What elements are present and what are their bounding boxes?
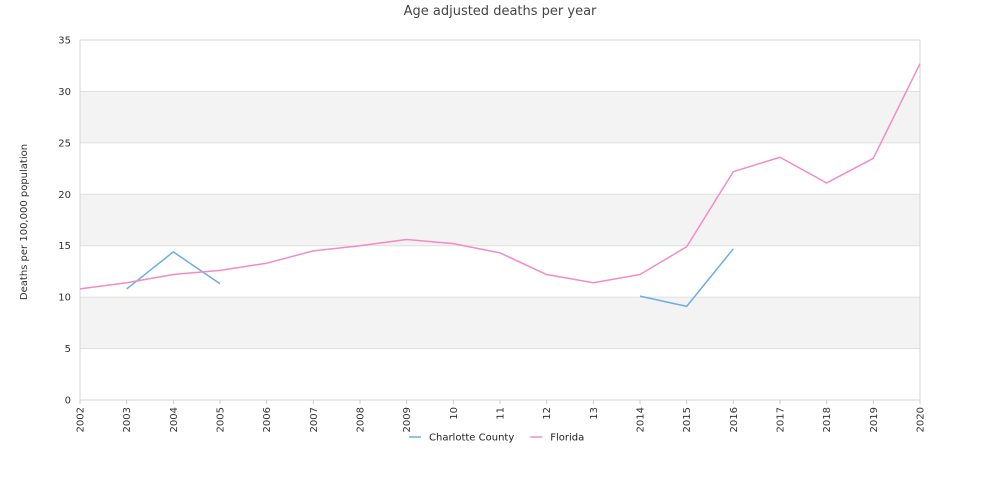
x-tick-label: 11 xyxy=(496,407,507,420)
y-tick-label: 5 xyxy=(65,344,71,355)
legend-item-charlotte-county[interactable]: Charlotte County xyxy=(409,433,514,444)
x-tick-label: 2018 xyxy=(822,407,833,432)
x-axis-ticks: 2002 2003 2004 2005 2006 2007 2008 2009 10 11 12 13… xyxy=(76,400,927,432)
x-tick-label: 2016 xyxy=(729,407,740,432)
x-tick-label: 10 xyxy=(449,407,460,420)
x-tick-label: 2005 xyxy=(216,407,227,432)
gridlines xyxy=(80,39,920,401)
x-tick-label: 2004 xyxy=(169,407,180,432)
x-tick-label: 2015 xyxy=(682,407,693,432)
y-axis-ticks: 0 5 10 15 20 25 30 35 xyxy=(58,36,71,407)
background-band xyxy=(80,91,920,143)
legend-label: Charlotte County xyxy=(429,433,514,444)
x-tick-label: 2002 xyxy=(76,407,87,432)
y-tick-label: 0 xyxy=(65,396,71,407)
legend-item-florida[interactable]: Florida xyxy=(530,433,584,444)
y-tick-label: 25 xyxy=(58,138,71,149)
background-bands xyxy=(80,91,920,349)
x-tick-label: 2017 xyxy=(776,407,787,432)
y-tick-label: 30 xyxy=(58,87,71,98)
y-tick-label: 10 xyxy=(58,293,71,304)
y-tick-label: 35 xyxy=(58,36,71,47)
x-tick-label: 12 xyxy=(542,407,553,420)
x-tick-label: 2009 xyxy=(402,407,413,432)
x-tick-label: 2007 xyxy=(309,407,320,432)
background-band xyxy=(80,194,920,246)
series-line-charlotte-county xyxy=(126,251,221,290)
y-tick-label: 15 xyxy=(58,241,71,252)
legend[interactable]: Charlotte County Florida xyxy=(409,433,584,444)
chart-title: Age adjusted deaths per year xyxy=(404,4,597,19)
series-line-charlotte-county xyxy=(639,248,734,308)
y-axis-label: Deaths per 100,000 population xyxy=(19,144,30,300)
x-tick-label: 2020 xyxy=(916,407,927,432)
legend-label: Florida xyxy=(550,433,584,444)
x-tick-label: 13 xyxy=(589,407,600,420)
y-tick-label: 20 xyxy=(58,190,71,201)
x-tick-label: 2006 xyxy=(262,407,273,432)
x-tick-label: 2014 xyxy=(636,407,647,432)
series-layer xyxy=(79,63,921,308)
x-tick-label: 2019 xyxy=(869,407,880,432)
x-tick-label: 2003 xyxy=(122,407,133,432)
x-tick-label: 2008 xyxy=(356,407,367,432)
series-line-florida xyxy=(79,63,921,290)
background-band xyxy=(80,297,920,349)
